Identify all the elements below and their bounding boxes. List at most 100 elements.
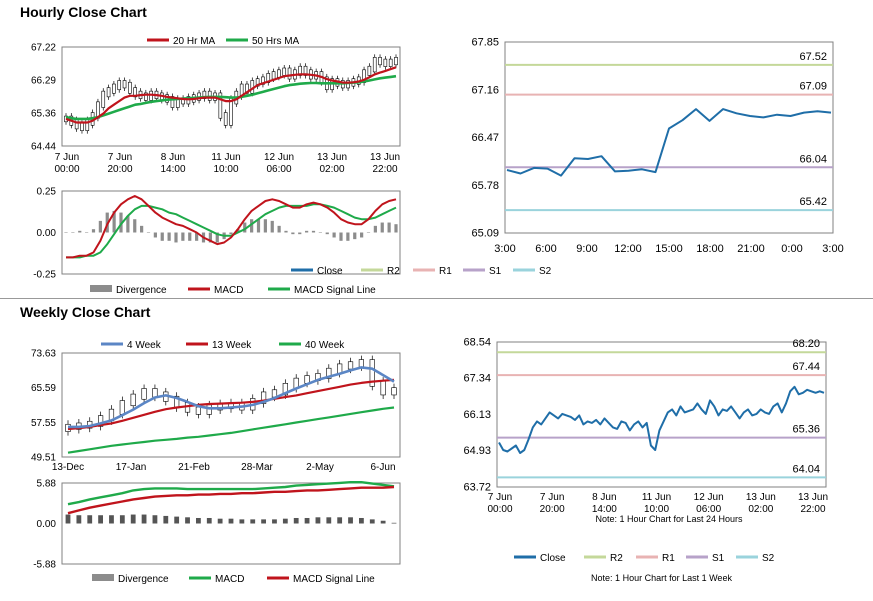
hourly-20hr-ma-line (65, 66, 397, 124)
hourly-price-candle (383, 58, 388, 67)
weekly-price-candle (358, 359, 365, 368)
weekly-1w-y-tick-label: 64.93 (463, 445, 491, 457)
hourly-price-x-tick-label: 13 Jun (317, 152, 347, 163)
weekly-1w-x-tick-label: 10:00 (644, 504, 669, 515)
weekly-price-candle (282, 383, 288, 396)
hourly-price-y-tick-label: 64.44 (31, 142, 56, 153)
hourly-price-plot-area (61, 46, 401, 147)
weekly-macd-divergence-bar (304, 517, 310, 524)
hourly-24h-note: Note: 1 Hour Chart for Last 24 Hours (595, 514, 743, 524)
weekly-1w-x-tick-label: 13 Jun (746, 492, 776, 503)
weekly-1w-note: Note: 1 Hour Chart for Last 1 Week (591, 573, 732, 583)
weekly-price-candle (98, 415, 104, 427)
weekly-1w-y-tick-label: 67.34 (463, 373, 491, 385)
weekly-macd-divergence-bar (76, 515, 82, 524)
hourly-price-x-tick-label: 14:00 (160, 164, 185, 175)
hourly-macd-divergence-bar (208, 232, 212, 243)
hourly-24h-x-tick-label: 18:00 (696, 243, 724, 255)
hourly-price-candle (117, 80, 122, 91)
weekly-1w-x-tick-label: 02:00 (748, 504, 773, 515)
hourly-price-x-tick-label: 10:00 (213, 164, 238, 175)
weekly-4week-ma-line (68, 366, 395, 429)
weekly-macd-divergence-bar (369, 519, 375, 524)
weekly-price-candle (391, 387, 397, 396)
hourly-macd-divergence-bar (167, 232, 171, 241)
weekly-1w-s1-label: 65.36 (792, 424, 820, 436)
hourly-macd-divergence-bar (380, 222, 384, 233)
weekly-macd-divergence-bar (315, 517, 321, 524)
weekly-1w-r2-label: 68.20 (792, 338, 820, 350)
hourly-price-candle (218, 92, 223, 119)
legend-hourly-macd: MACD (214, 285, 243, 296)
hourly-macd-divergence-bar (229, 232, 233, 235)
weekly-1w-plot-area (496, 341, 827, 488)
hourly-macd-divergence-bar (284, 230, 288, 233)
weekly-price-candle (152, 388, 158, 398)
weekly-section-title: Weekly Close Chart (20, 304, 151, 320)
weekly-macd-divergence-bar (152, 515, 158, 524)
legend-weekly-macd: MACD (215, 574, 244, 585)
hourly-macd-y-tick-label: -0.25 (33, 270, 56, 281)
hourly-macd-divergence-bar (270, 220, 274, 233)
weekly-1w-x-tick-label: 20:00 (540, 504, 565, 515)
hourly-price-x-tick-label: 11 Jun (211, 152, 240, 163)
weekly-price-candle (380, 380, 386, 396)
hourly-macd-divergence-bar (339, 232, 343, 241)
hourly-24h-y-tick-label: 66.47 (471, 132, 499, 144)
weekly-price-x-tick-label: 28-Mar (241, 462, 273, 473)
hourly-macd-divergence-bar (243, 222, 247, 233)
weekly-macd-divergence-bar (141, 514, 147, 524)
hourly-macd-divergence-bar (325, 232, 329, 235)
legend-hourly-divergence: Divergence (116, 285, 167, 296)
hourly-24h-legend-r1: R1 (439, 266, 452, 277)
weekly-price-plot-area (61, 352, 401, 458)
weekly-13week-ma-line (67, 378, 395, 431)
weekly-price-candle (326, 367, 332, 379)
hourly-price-y-tick-label: 67.22 (31, 43, 56, 54)
weekly-price-x-tick-label: 6-Jun (370, 462, 395, 473)
weekly-price-candle (195, 406, 202, 415)
legend-hourly-macd-signal: MACD Signal Line (294, 285, 376, 296)
hourly-24h-r1-label: 67.09 (799, 81, 827, 93)
hourly-price-candle (372, 57, 377, 73)
weekly-price-candle (369, 359, 375, 387)
weekly-macd-signal-line (67, 485, 395, 515)
weekly-macd-divergence-bar (130, 514, 136, 524)
hourly-price-candle (271, 71, 276, 80)
hourly-price-x-tick-label: 7 Jun (108, 152, 132, 163)
weekly-1w-x-tick-label: 7 Jun (488, 492, 512, 503)
weekly-macd-divergence-bar (87, 515, 93, 524)
hourly-24h-legend-r2: R2 (387, 266, 400, 277)
hourly-price-x-tick-label: 13 Jun (370, 152, 400, 163)
weekly-price-candle (260, 391, 267, 404)
weekly-macd-y-tick-label: 0.00 (37, 519, 57, 530)
hourly-macd-divergence-bar (126, 215, 130, 233)
hourly-macd-divergence-bar (236, 229, 240, 233)
weekly-price-x-tick-label: 2-May (306, 462, 334, 473)
hourly-price-x-tick-label: 8 Jun (161, 152, 185, 163)
weekly-price-y-tick-label: 65.59 (31, 383, 56, 394)
weekly-1w-x-tick-label: 11 Jun (642, 492, 671, 503)
weekly-macd-divergence-bar (282, 518, 288, 524)
hourly-price-candle (106, 87, 111, 98)
weekly-macd-divergence-bar (174, 516, 180, 524)
hourly-price-candle (128, 81, 132, 94)
weekly-1w-r1-label: 67.44 (792, 361, 820, 373)
hourly-macd-divergence-bar (215, 232, 219, 243)
weekly-1w-x-tick-label: 8 Jun (592, 492, 616, 503)
hourly-macd-divergence-bar (332, 232, 336, 238)
weekly-macd-line (67, 481, 395, 506)
section-divider (0, 298, 873, 299)
hourly-24h-close-line (506, 108, 832, 177)
hourly-24h-legend-s2: S2 (539, 266, 552, 277)
weekly-1w-legend-close: Close (540, 553, 566, 564)
hourly-macd-line (66, 195, 397, 259)
legend-weekly-divergence-swatch (92, 574, 114, 581)
weekly-1w-close-line (498, 385, 825, 454)
weekly-1w-y-tick-label: 66.13 (463, 409, 491, 421)
weekly-macd-divergence-bar (228, 518, 234, 524)
weekly-1w-x-tick-label: 12 Jun (694, 492, 724, 503)
hourly-24h-x-tick-label: 21:00 (737, 243, 765, 255)
hourly-24h-plot-area (504, 41, 834, 234)
weekly-macd-divergence-bar (109, 515, 114, 524)
